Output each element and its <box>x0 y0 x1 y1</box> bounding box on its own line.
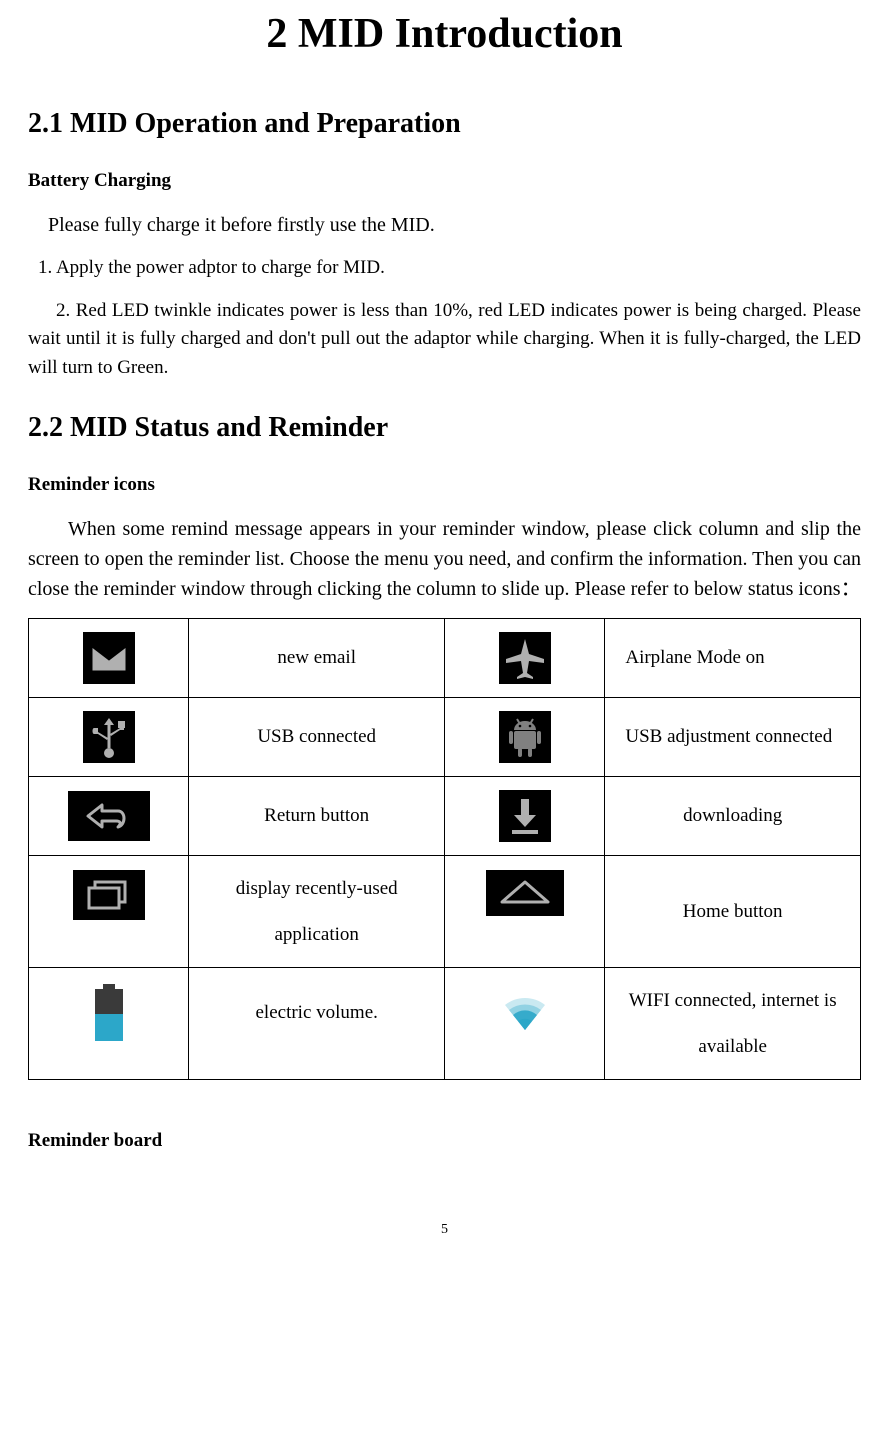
page-number: 5 <box>28 1222 861 1238</box>
icon-label: WIFI connected, internet is available <box>605 968 861 1080</box>
icon-label: new email <box>189 619 445 698</box>
table-row: new email Airplane Mode on <box>29 619 861 698</box>
section-2-1-title: 2.1 MID Operation and Preparation <box>28 108 861 140</box>
icon-label: downloading <box>605 777 861 856</box>
download-icon <box>496 787 554 845</box>
return-icon <box>68 791 150 841</box>
icon-label: Airplane Mode on <box>605 619 861 698</box>
paragraph: 1. Apply the power adptor to charge for … <box>38 254 861 283</box>
icon-label: Home button <box>605 856 861 968</box>
paragraph: 2. Red LED twinkle indicates power is le… <box>28 297 861 383</box>
paragraph: Please fully charge it before firstly us… <box>28 210 861 240</box>
icon-label: Return button <box>189 777 445 856</box>
recent-icon <box>73 870 145 920</box>
table-row: Return button downloading <box>29 777 861 856</box>
email-icon <box>80 629 138 687</box>
airplane-icon <box>496 629 554 687</box>
section-2-2-title: 2.2 MID Status and Reminder <box>28 412 861 444</box>
usb-icon <box>80 708 138 766</box>
battery-icon <box>89 982 129 1044</box>
icon-label: USB adjustment connected <box>605 698 861 777</box>
table-row: electric volume. WIFI connected, interne… <box>29 968 861 1080</box>
paragraph: When some remind message appears in your… <box>28 514 861 604</box>
icon-label: display recently-used application <box>189 856 445 968</box>
status-icons-table: new email Airplane Mode on USB connected <box>28 618 861 1080</box>
chapter-title: 2 MID Introduction <box>28 10 861 58</box>
table-row: USB connected USB adjustment connected <box>29 698 861 777</box>
home-icon <box>486 870 564 916</box>
wifi-icon <box>496 982 554 1040</box>
icon-label: electric volume. <box>189 968 445 1080</box>
subheading-reminder-icons: Reminder icons <box>28 474 861 496</box>
table-row: display recently-used application Home b… <box>29 856 861 968</box>
android-icon <box>496 708 554 766</box>
subheading-battery-charging: Battery Charging <box>28 170 861 192</box>
subheading-reminder-board: Reminder board <box>28 1130 861 1152</box>
icon-label: USB connected <box>189 698 445 777</box>
